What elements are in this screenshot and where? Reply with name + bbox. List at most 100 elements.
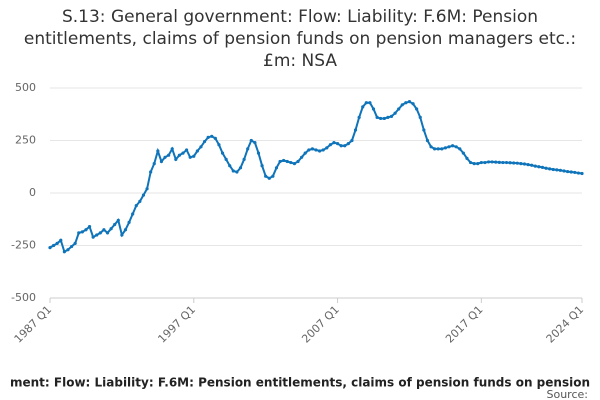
point [418, 115, 422, 119]
point [537, 165, 541, 169]
point [501, 160, 505, 165]
point [156, 149, 160, 153]
point [220, 151, 225, 155]
point [87, 225, 92, 229]
x-tick-label: 1997 Q1 [155, 303, 198, 346]
point [264, 174, 268, 178]
point [407, 100, 412, 104]
point [131, 212, 135, 216]
point [73, 241, 77, 245]
point [249, 138, 253, 143]
point [192, 154, 196, 158]
point [368, 101, 372, 105]
x-tick-label: 2024 Q1 [544, 303, 587, 346]
point [102, 228, 106, 232]
point [66, 248, 70, 252]
point [321, 148, 325, 152]
point [393, 111, 397, 115]
point [562, 169, 566, 173]
point [134, 204, 138, 208]
point [282, 158, 286, 163]
point [278, 159, 282, 164]
point [548, 167, 552, 171]
point [357, 115, 361, 119]
point [206, 135, 210, 139]
point [274, 166, 279, 170]
point [472, 162, 476, 166]
point [375, 115, 379, 119]
point [113, 222, 117, 227]
point [508, 161, 512, 165]
point [246, 147, 250, 151]
point [267, 176, 271, 180]
point [105, 231, 110, 235]
point [443, 146, 448, 150]
point [389, 114, 394, 118]
y-tick-label: 0 [29, 186, 36, 199]
point [415, 107, 419, 111]
point [317, 149, 322, 153]
point [84, 228, 88, 232]
chart-title: S.13: General government: Flow: Liabilit… [23, 7, 577, 71]
point [253, 141, 257, 145]
point [95, 233, 99, 237]
point [386, 115, 390, 119]
point [436, 147, 440, 151]
point [149, 170, 153, 174]
point [91, 235, 95, 239]
point [98, 231, 102, 235]
point [199, 145, 203, 149]
point [138, 199, 142, 203]
point [533, 164, 537, 168]
point [188, 155, 192, 159]
x-tick-label: 2017 Q1 [443, 303, 486, 346]
point [328, 143, 332, 147]
point [440, 147, 444, 151]
point [184, 148, 189, 152]
point [400, 103, 404, 107]
point [555, 168, 559, 172]
point [145, 187, 149, 191]
point [371, 107, 376, 111]
point [109, 227, 113, 231]
point [307, 148, 311, 152]
source: Source: [547, 388, 589, 400]
point [210, 134, 214, 138]
point [303, 151, 307, 155]
point [80, 230, 84, 234]
y-tick-label: -250 [11, 239, 36, 252]
point [296, 159, 300, 164]
point [566, 169, 570, 174]
point [217, 143, 221, 147]
point [447, 145, 451, 149]
point [310, 147, 315, 151]
point [404, 101, 408, 105]
point [522, 162, 527, 166]
point [526, 163, 530, 167]
point [433, 147, 437, 151]
point [483, 160, 487, 165]
point [231, 169, 235, 173]
point [454, 145, 458, 149]
point [569, 170, 573, 174]
x-tick-label: 2007 Q1 [299, 303, 342, 346]
point [576, 171, 581, 175]
point [292, 162, 297, 166]
point [551, 167, 555, 172]
point [325, 146, 329, 150]
point [497, 160, 501, 164]
point [486, 160, 491, 164]
point [177, 153, 182, 157]
point [242, 157, 246, 161]
point [152, 162, 156, 166]
point [314, 148, 318, 152]
point [300, 155, 304, 159]
point [361, 105, 365, 109]
point [271, 174, 275, 178]
point [51, 243, 56, 248]
point [238, 166, 243, 170]
point [332, 141, 336, 145]
point [256, 151, 261, 155]
